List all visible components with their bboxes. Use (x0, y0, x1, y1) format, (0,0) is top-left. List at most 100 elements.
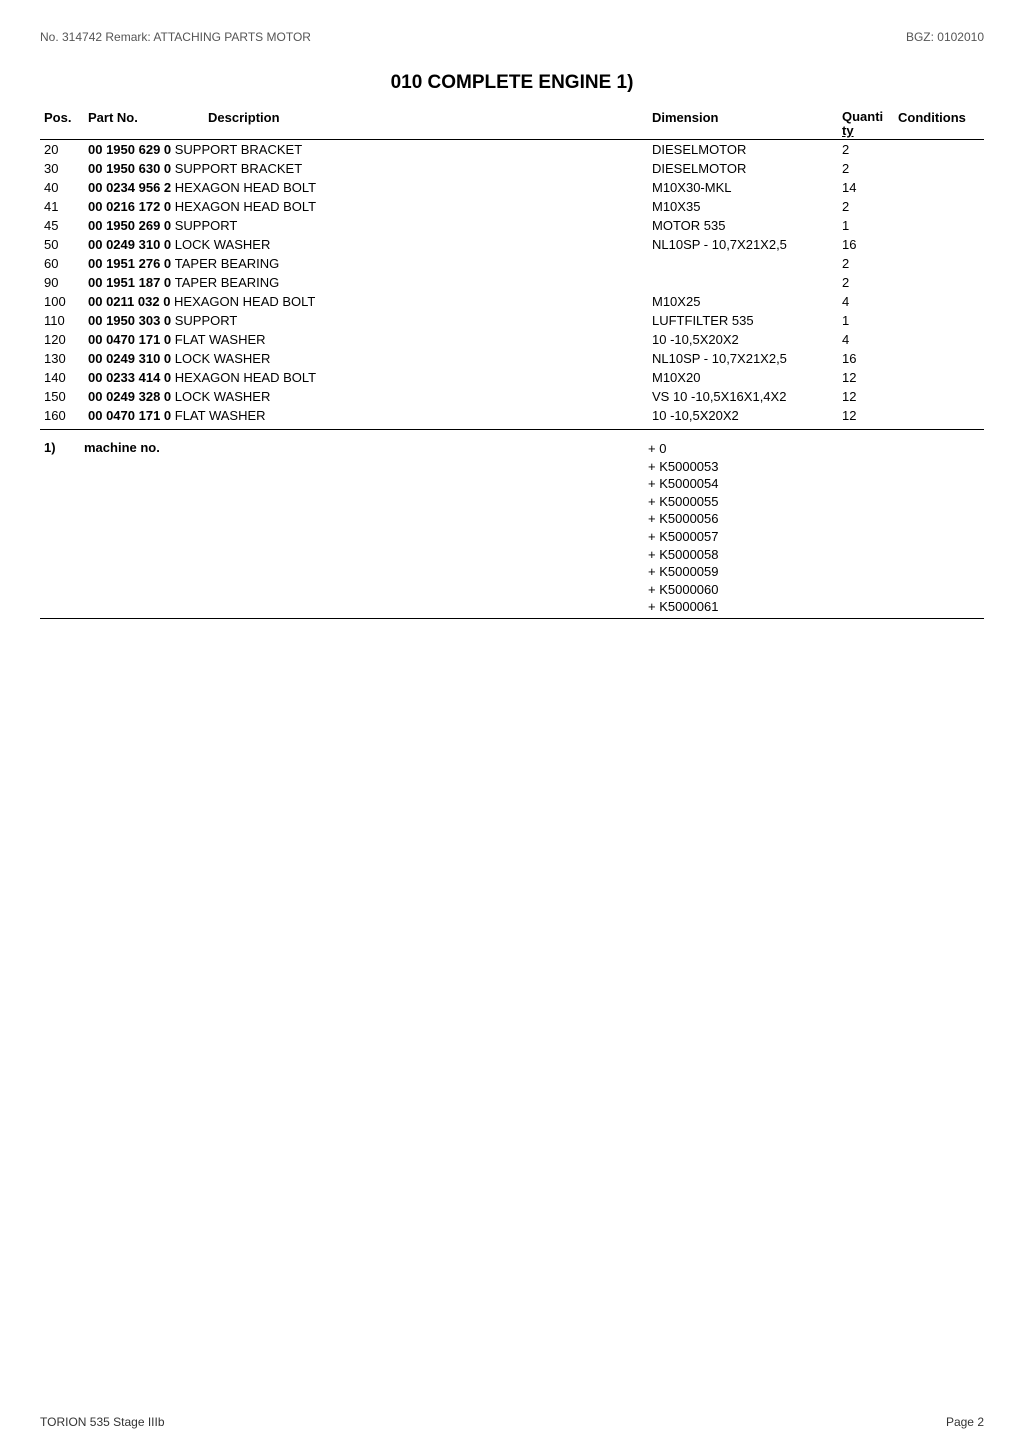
machine-value: + K5000056 (648, 510, 984, 528)
page: No. 314742 Remark: ATTACHING PARTS MOTOR… (0, 0, 1024, 1449)
cell-dim: LUFTFILTER 535 (648, 311, 838, 330)
desc-text: FLAT WASHER (175, 408, 266, 423)
cell-cond (894, 292, 984, 311)
desc-text: HEXAGON HEAD BOLT (175, 370, 316, 385)
desc-text: SUPPORT BRACKET (175, 161, 302, 176)
table-header-row: Pos. Part No. Description Dimension Quan… (40, 108, 984, 140)
cell-qty: 12 (838, 406, 894, 430)
table-row: 6000 1951 276 0 TAPER BEARING2 (40, 254, 984, 273)
cell-qty: 2 (838, 159, 894, 178)
cell-pos: 41 (40, 197, 84, 216)
cell-qty: 12 (838, 387, 894, 406)
col-desc: Description (204, 108, 648, 140)
partno-text: 00 1950 630 0 (88, 161, 175, 176)
table-row: 12000 0470 171 0 FLAT WASHER10 -10,5X20X… (40, 330, 984, 349)
cell-pos: 140 (40, 368, 84, 387)
cell-partno: 00 1950 269 0 SUPPORT (84, 216, 648, 235)
desc-text: LOCK WASHER (175, 351, 271, 366)
cell-cond (894, 368, 984, 387)
cell-qty: 4 (838, 330, 894, 349)
desc-text: HEXAGON HEAD BOLT (174, 294, 315, 309)
partno-text: 00 0233 414 0 (88, 370, 175, 385)
machine-value: + K5000053 (648, 458, 984, 476)
table-row: 15000 0249 328 0 LOCK WASHERVS 10 -10,5X… (40, 387, 984, 406)
cell-partno: 00 1951 276 0 TAPER BEARING (84, 254, 648, 273)
partno-text: 00 0470 171 0 (88, 332, 175, 347)
partno-text: 00 0249 310 0 (88, 351, 175, 366)
cell-cond (894, 254, 984, 273)
cell-cond (894, 216, 984, 235)
machine-block: 1) machine no. + 0+ K5000053+ K5000054+ … (40, 440, 984, 618)
cell-partno: 00 0233 414 0 HEXAGON HEAD BOLT (84, 368, 648, 387)
cell-dim: M10X35 (648, 197, 838, 216)
cell-dim: DIESELMOTOR (648, 159, 838, 178)
cell-partno: 00 0249 310 0 LOCK WASHER (84, 235, 648, 254)
machine-index: 1) (40, 440, 84, 455)
cell-qty: 2 (838, 273, 894, 292)
machine-value: + K5000061 (648, 598, 984, 616)
desc-text: HEXAGON HEAD BOLT (175, 199, 316, 214)
partno-text: 00 0234 956 2 (88, 180, 175, 195)
cell-partno: 00 0470 171 0 FLAT WASHER (84, 406, 648, 430)
partno-text: 00 0216 172 0 (88, 199, 175, 214)
cell-partno: 00 0470 171 0 FLAT WASHER (84, 330, 648, 349)
cell-dim: VS 10 -10,5X16X1,4X2 (648, 387, 838, 406)
cell-dim: M10X20 (648, 368, 838, 387)
col-qty-bot: ty (842, 123, 854, 138)
table-row: 4000 0234 956 2 HEXAGON HEAD BOLTM10X30-… (40, 178, 984, 197)
footer-left: TORION 535 Stage IIIb (40, 1415, 165, 1429)
cell-cond (894, 387, 984, 406)
cell-pos: 50 (40, 235, 84, 254)
table-row: 4500 1950 269 0 SUPPORTMOTOR 5351 (40, 216, 984, 235)
cell-cond (894, 273, 984, 292)
cell-dim: MOTOR 535 (648, 216, 838, 235)
desc-text: TAPER BEARING (175, 275, 280, 290)
desc-text: HEXAGON HEAD BOLT (175, 180, 316, 195)
cell-dim: NL10SP - 10,7X21X2,5 (648, 349, 838, 368)
cell-pos: 30 (40, 159, 84, 178)
partno-text: 00 1951 276 0 (88, 256, 175, 271)
cell-pos: 130 (40, 349, 84, 368)
cell-dim: 10 -10,5X20X2 (648, 406, 838, 430)
desc-text: FLAT WASHER (175, 332, 266, 347)
cell-pos: 150 (40, 387, 84, 406)
machine-value: + K5000054 (648, 475, 984, 493)
cell-qty: 16 (838, 235, 894, 254)
cell-pos: 100 (40, 292, 84, 311)
machine-value: + K5000060 (648, 581, 984, 599)
cell-qty: 1 (838, 311, 894, 330)
partno-text: 00 1950 629 0 (88, 142, 175, 157)
cell-pos: 120 (40, 330, 84, 349)
machine-row: 1) machine no. + 0+ K5000053+ K5000054+ … (40, 440, 984, 615)
cell-partno: 00 0211 032 0 HEXAGON HEAD BOLT (84, 292, 648, 311)
cell-cond (894, 235, 984, 254)
cell-qty: 12 (838, 368, 894, 387)
cell-cond (894, 311, 984, 330)
cell-qty: 4 (838, 292, 894, 311)
cell-cond (894, 406, 984, 430)
machine-value: + K5000057 (648, 528, 984, 546)
machine-value: + 0 (648, 440, 984, 458)
header-right: BGZ: 0102010 (906, 30, 984, 44)
footer-right: Page 2 (946, 1415, 984, 1429)
cell-qty: 2 (838, 254, 894, 273)
desc-text: TAPER BEARING (175, 256, 280, 271)
cell-qty: 1 (838, 216, 894, 235)
cell-qty: 14 (838, 178, 894, 197)
partno-text: 00 0249 328 0 (88, 389, 175, 404)
desc-text: SUPPORT BRACKET (175, 142, 302, 157)
cell-pos: 45 (40, 216, 84, 235)
cell-cond (894, 197, 984, 216)
table-row: 5000 0249 310 0 LOCK WASHERNL10SP - 10,7… (40, 235, 984, 254)
col-pos: Pos. (40, 108, 84, 140)
table-row: 16000 0470 171 0 FLAT WASHER10 -10,5X20X… (40, 406, 984, 430)
cell-partno: 00 0216 172 0 HEXAGON HEAD BOLT (84, 197, 648, 216)
col-part: Part No. (84, 108, 204, 140)
partno-text: 00 0211 032 0 (88, 294, 174, 309)
table-row: 4100 0216 172 0 HEXAGON HEAD BOLTM10X352 (40, 197, 984, 216)
table-row: 130 00 0249 310 0 LOCK WASHER NL10SP - 10,… (40, 349, 984, 368)
col-cond: Conditions (894, 108, 984, 140)
cell-qty: 2 (838, 197, 894, 216)
partno-text: 00 1950 303 0 (88, 313, 175, 328)
cell-pos: 160 (40, 406, 84, 430)
